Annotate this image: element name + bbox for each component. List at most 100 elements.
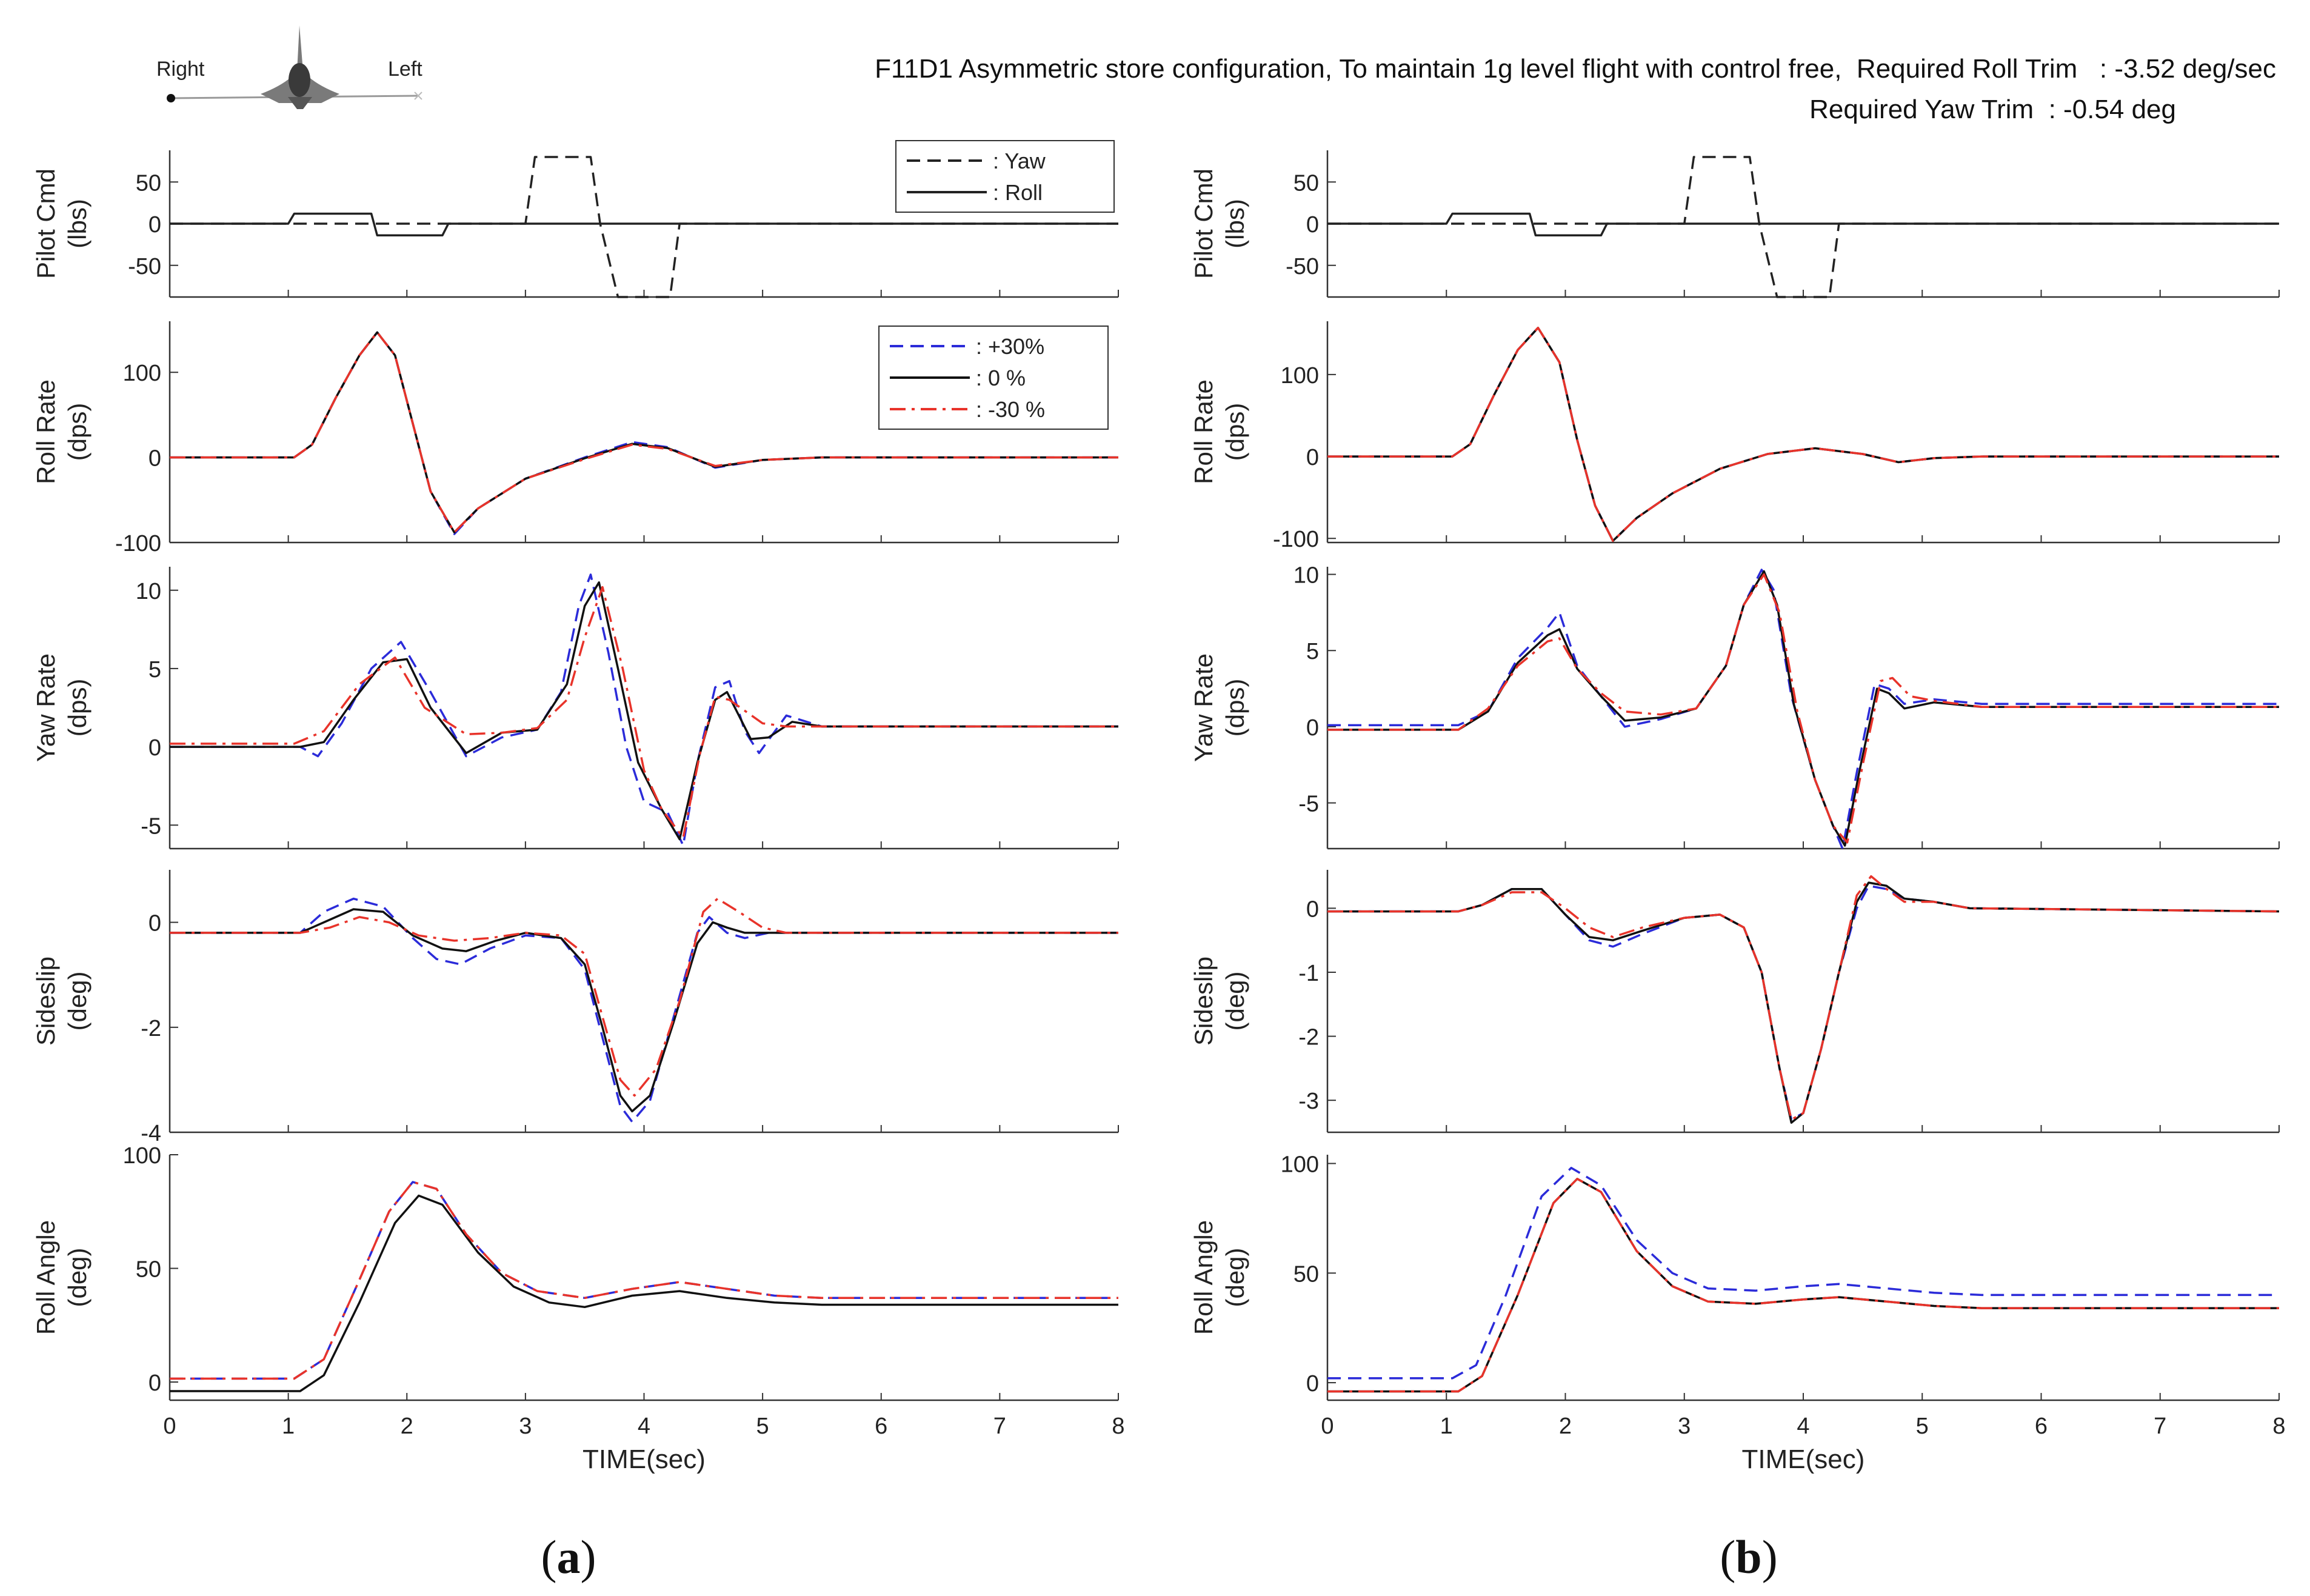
subplot-pilot-cmd: 50 0 -50 Pilot Cmd (lbs) [1189, 150, 2280, 298]
series-minus30pct [1327, 875, 2280, 1121]
y-tick-label: 0 [1306, 212, 1319, 238]
y-tick-label: -5 [1298, 792, 1319, 817]
y-axis-unit: (deg) [1221, 971, 1249, 1030]
series-minus30pct [170, 586, 1118, 839]
y-axis-label: Pilot Cmd [32, 169, 60, 279]
legend-variation: : +30% : 0 % : -30 % [878, 326, 1109, 430]
y-axis-label: Roll Rate [1189, 379, 1218, 484]
x-tick-label: 8 [1112, 1414, 1124, 1439]
panel-a-caption: (a) [541, 1531, 596, 1583]
y-tick-label: 50 [1294, 1261, 1319, 1287]
y-tick-label: -50 [128, 254, 161, 279]
series-0pct [170, 908, 1118, 1113]
x-tick-label: 5 [756, 1414, 769, 1439]
y-axis-unit: (dps) [1221, 403, 1249, 461]
series-minus30pct [1327, 1178, 2279, 1393]
y-tick-label: 100 [123, 361, 161, 386]
subplot-roll-angle: 100 50 0 Roll Angle (deg) [1189, 1152, 2280, 1401]
series-yaw [1327, 156, 2279, 298]
y-axis-unit: (dps) [63, 403, 92, 461]
y-tick-label: 0 [149, 1371, 161, 1396]
subplot-roll-rate: 100 0 -100 Roll Rate (dps) [1189, 321, 2280, 552]
y-tick-label: -100 [1273, 527, 1319, 552]
subplot-roll-angle: 100 50 0 Roll Angle (deg) [32, 1143, 1119, 1401]
x-tick-label: 6 [875, 1414, 887, 1439]
y-axis-unit: (dps) [63, 679, 92, 737]
y-tick-label: -3 [1298, 1089, 1319, 1114]
series-minus30pct [1327, 327, 2279, 543]
x-tick-label: 3 [519, 1414, 532, 1439]
figure-header: Right Left F11D1 Asymmetric store config… [156, 25, 2276, 124]
series-plus30pct [1327, 884, 2280, 1121]
legend-label: : Roll [993, 180, 1043, 205]
x-tick-label: 3 [1678, 1414, 1691, 1439]
figure-title-line1: F11D1 Asymmetric store configuration, To… [875, 54, 2276, 84]
left-label: Left [388, 58, 422, 81]
legend-label: : +30% [976, 334, 1044, 359]
y-tick-label: 0 [149, 212, 161, 238]
aircraft-icon [167, 25, 422, 109]
y-tick-label: -2 [1298, 1025, 1319, 1050]
y-axis-label: Yaw Rate [32, 653, 60, 762]
y-tick-label: 5 [1306, 639, 1319, 664]
panel-b-caption: (b) [1720, 1531, 1777, 1583]
x-tick-label: 6 [2035, 1414, 2048, 1439]
x-tick-label: 8 [2272, 1414, 2285, 1439]
x-tick-label: 0 [163, 1414, 176, 1439]
y-axis-label: Pilot Cmd [1189, 169, 1218, 279]
y-tick-label: -2 [141, 1016, 161, 1041]
series-plus30pct [1327, 1166, 2279, 1380]
y-tick-label: 0 [149, 735, 161, 761]
legend-label: : -30 % [976, 397, 1045, 422]
y-axis-unit: (deg) [1221, 1247, 1249, 1307]
y-tick-label: 0 [149, 446, 161, 472]
y-axis-label: Roll Angle [32, 1220, 60, 1335]
y-tick-label: 100 [123, 1143, 161, 1169]
y-tick-label: 100 [1281, 363, 1319, 389]
x-tick-label: 4 [638, 1414, 650, 1439]
y-tick-label: 50 [136, 1257, 161, 1283]
series-plus30pct [170, 573, 1118, 847]
x-tick-label: 1 [282, 1414, 295, 1439]
y-axis-label: Roll Rate [32, 379, 60, 484]
x-tick-label: 5 [1916, 1414, 1929, 1439]
series-0pct [170, 581, 1118, 841]
series-minus30pct [1327, 573, 2279, 844]
figure-title-line2: Required Yaw Trim : -0.54 deg [1809, 95, 2176, 124]
y-axis-unit: (lbs) [1221, 199, 1249, 249]
x-tick-label: 0 [1321, 1414, 1334, 1439]
legend-label: : 0 % [976, 366, 1026, 390]
legend-label: : Yaw [993, 149, 1046, 173]
right-label: Right [156, 58, 205, 81]
subplot-yaw-rate: 10 5 0 -5 Yaw Rate (dps) [32, 567, 1119, 850]
y-axis-unit: (dps) [1221, 679, 1249, 737]
subplot-roll-rate: 100 0 -100 Roll Rate (dps) [32, 321, 1119, 556]
y-axis-unit: (deg) [63, 1247, 92, 1307]
series-plus30pct [1327, 569, 2279, 850]
y-tick-label: 10 [136, 579, 161, 604]
y-tick-label: -4 [141, 1121, 161, 1146]
series-0pct [1327, 327, 2279, 543]
x-tick-label: 2 [401, 1414, 413, 1439]
y-tick-label: -5 [141, 813, 161, 839]
legend-pilot-cmd: : Yaw : Roll [895, 140, 1115, 213]
series-plus30pct [1327, 327, 2279, 543]
x-axis-label: TIME(sec) [1742, 1444, 1865, 1474]
series-0pct [170, 1194, 1118, 1392]
y-tick-label: 10 [1294, 563, 1319, 589]
series-0pct [1327, 570, 2279, 847]
x-axis-label: TIME(sec) [583, 1444, 706, 1474]
subplot-yaw-rate: 10 5 0 -5 Yaw Rate (dps) [1189, 563, 2280, 850]
y-axis-unit: (lbs) [63, 199, 92, 249]
series-minus30pct [170, 1181, 1118, 1380]
subplot-sideslip: 0 -2 -4 Sideslip (deg) [32, 870, 1119, 1146]
series-0pct [1327, 881, 2280, 1124]
x-tick-label: 7 [993, 1414, 1006, 1439]
series-plus30pct [170, 897, 1118, 1123]
y-axis-label: Sideslip [1189, 957, 1218, 1046]
series-plus30pct [170, 1181, 1118, 1380]
x-tick-label: 4 [1797, 1414, 1809, 1439]
